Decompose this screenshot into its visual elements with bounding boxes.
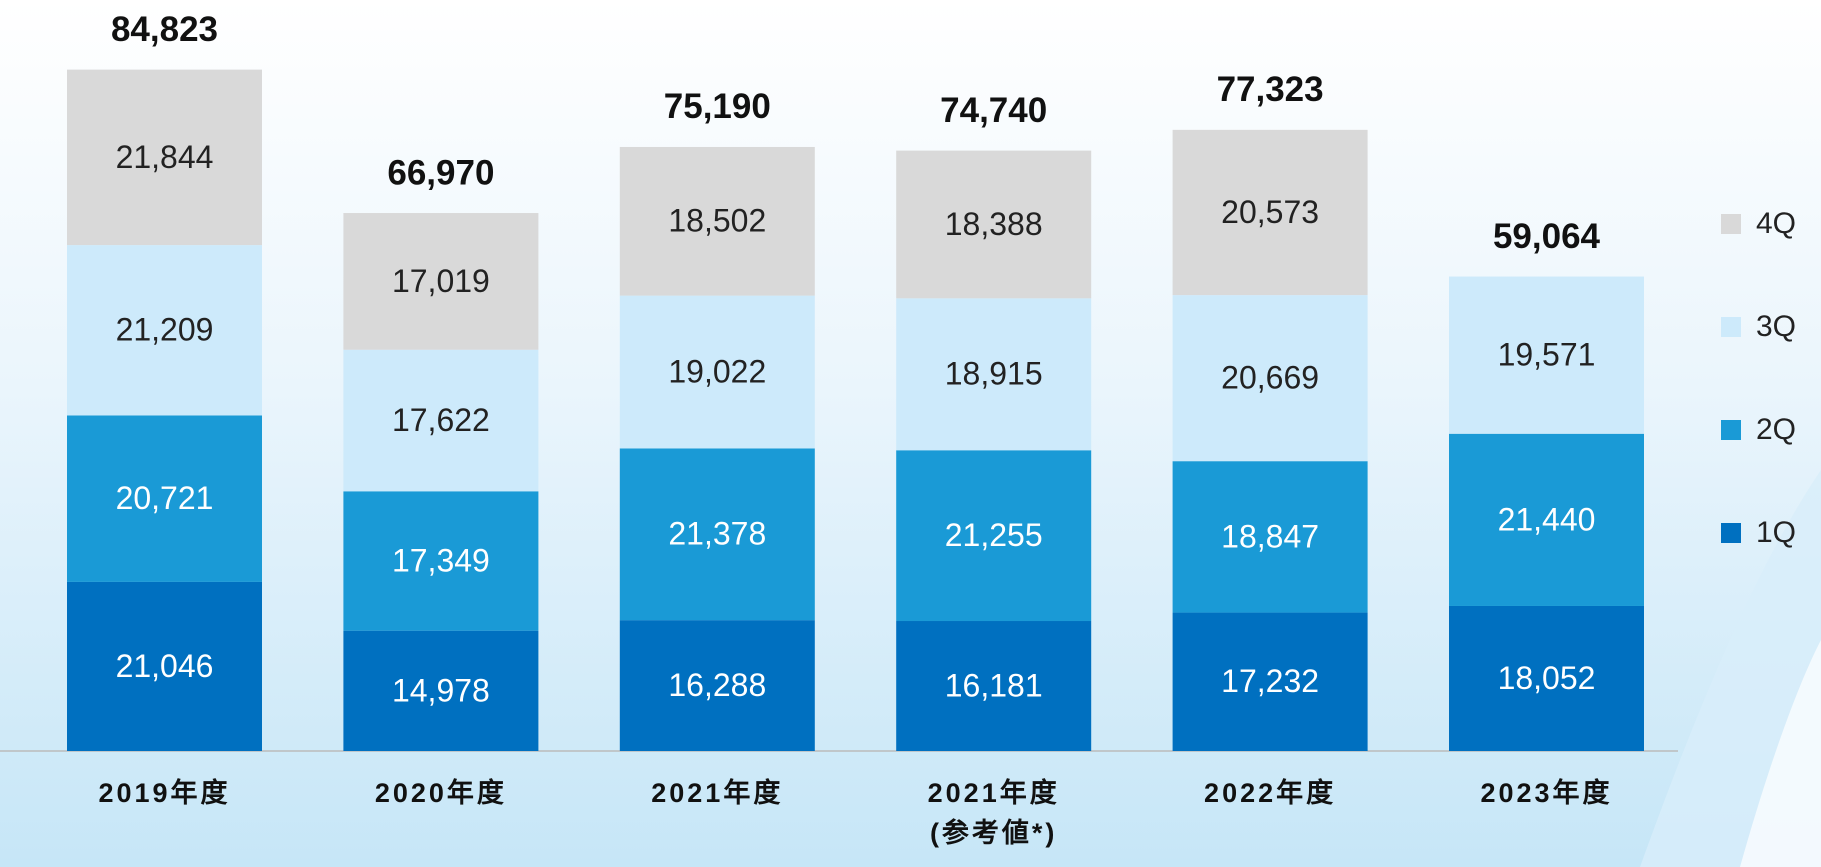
- x-tick-label: 2022年度: [1204, 778, 1337, 808]
- bar-segment: [1172, 612, 1368, 751]
- total-label: 84,823: [111, 10, 218, 49]
- total-label: 59,064: [1493, 217, 1601, 256]
- legend-swatch: [1721, 420, 1741, 440]
- bar-segment: [1172, 461, 1368, 613]
- value-label: 16,181: [945, 667, 1043, 703]
- bar-segment: [896, 621, 1092, 751]
- bar-segment: [896, 450, 1092, 622]
- value-label: 21,209: [116, 312, 214, 348]
- bar-segment: [343, 491, 539, 631]
- value-label: 20,573: [1221, 194, 1319, 230]
- total-label: 77,323: [1217, 70, 1324, 109]
- x-tick-label: 2021年度 (参考値*): [927, 778, 1060, 848]
- bar-segment: [619, 448, 815, 621]
- value-label: 17,622: [392, 402, 490, 438]
- value-label: 17,349: [392, 542, 490, 578]
- value-label: 17,232: [1221, 663, 1319, 699]
- value-label: 18,502: [668, 203, 766, 239]
- legend-swatch: [1721, 214, 1741, 234]
- value-label: 20,721: [116, 480, 214, 516]
- bar-segment: [67, 415, 262, 582]
- bar-segment: [619, 146, 815, 296]
- bar-segment: [896, 298, 1092, 451]
- bar-segment: [1172, 129, 1368, 296]
- bar-segment: [67, 245, 262, 416]
- bar-segment: [1449, 433, 1644, 606]
- legend-label: 1Q: [1756, 516, 1796, 549]
- bar-segment: [619, 295, 815, 449]
- legend-swatch: [1721, 523, 1741, 543]
- bar-segment: [1172, 295, 1368, 462]
- value-label: 21,440: [1498, 501, 1596, 537]
- value-label: 21,255: [945, 517, 1043, 553]
- total-label: 66,970: [387, 153, 494, 192]
- x-tick-label: 2019年度: [98, 778, 231, 808]
- bar-segment: [343, 213, 539, 350]
- value-label: 19,022: [668, 353, 766, 389]
- value-label: 14,978: [392, 672, 490, 708]
- value-label: 16,288: [668, 667, 766, 703]
- value-label: 17,019: [392, 263, 490, 299]
- value-label: 18,847: [1221, 518, 1319, 554]
- x-tick-label: 2021年度: [651, 778, 784, 808]
- value-label: 20,669: [1221, 360, 1319, 396]
- bar-segment: [343, 349, 539, 492]
- bar-segment: [896, 150, 1092, 299]
- legend-label: 2Q: [1756, 413, 1796, 446]
- bar-segment: [67, 581, 262, 751]
- value-label: 21,046: [116, 648, 214, 684]
- total-label: 75,190: [664, 87, 771, 126]
- bar-segment: [67, 69, 262, 246]
- value-label: 21,844: [116, 139, 214, 175]
- bar-segment: [343, 630, 539, 751]
- value-label: 18,915: [945, 356, 1043, 392]
- decor-curve: [1740, 640, 1821, 867]
- bar-segment: [619, 620, 815, 751]
- legend-label: 4Q: [1756, 207, 1796, 240]
- x-tick-label: 2020年度: [374, 778, 507, 808]
- total-label: 74,740: [940, 91, 1047, 130]
- x-tick-label: 2023年度: [1480, 778, 1613, 808]
- bar-segment: [1449, 605, 1644, 751]
- legend-label: 3Q: [1756, 310, 1796, 343]
- value-label: 21,378: [668, 516, 766, 552]
- value-label: 18,052: [1498, 660, 1596, 696]
- legend-swatch: [1721, 317, 1741, 337]
- value-label: 19,571: [1498, 337, 1596, 373]
- value-label: 18,388: [945, 206, 1043, 242]
- bar-segment: [1449, 276, 1644, 434]
